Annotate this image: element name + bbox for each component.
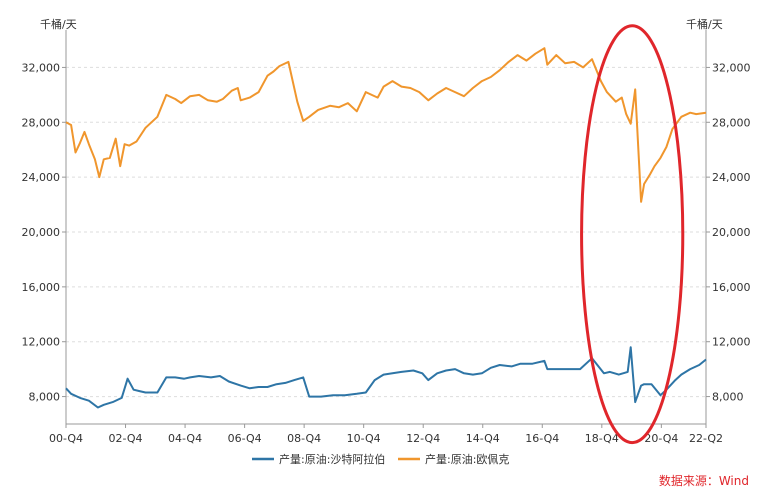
x-tick-label: 10-Q4 [347,432,381,445]
left-y-tick-label: 24,000 [22,171,61,184]
right-y-tick-label: 16,000 [712,281,751,294]
source-note: 数据来源：Wind [659,473,749,488]
legend-label: 产量:原油:沙特阿拉伯 [279,452,385,466]
x-tick-label: 12-Q4 [406,432,440,445]
x-tick-label: 14-Q4 [466,432,500,445]
x-tick-label: 08-Q4 [287,432,321,445]
left-y-tick-label: 32,000 [22,61,61,74]
gridlines [66,66,706,398]
left-y-ticks: 8,000 12,000 16,000 20,000 24,000 28,000 32,00… [22,61,66,404]
left-unit-label: 千桶/天 [40,17,77,31]
series-line-2 [65,47,707,203]
left-y-tick-label: 28,000 [22,116,61,129]
right-y-tick-label: 28,000 [712,116,751,129]
series-lines [65,47,707,409]
x-ticks: 00-Q4 02-Q4 04-Q4 06-Q4 08-Q4 10-Q4 12-Q4 14-Q4… [49,424,723,445]
legend: 产量:原油:沙特阿拉伯 产量:原油:欧佩克 [252,452,509,466]
series-line-1 [65,346,707,409]
right-y-tick-label: 32,000 [712,61,751,74]
x-tick-label: 06-Q4 [228,432,262,445]
x-tick-label: 16-Q4 [525,432,559,445]
x-tick-label: 00-Q4 [49,432,83,445]
x-tick-label: 20-Q4 [644,432,678,445]
x-tick-label: 18-Q4 [585,432,619,445]
right-y-tick-label: 8,000 [712,391,744,404]
legend-label: 产量:原油:欧佩克 [425,452,509,466]
highlight-ellipse [580,24,685,445]
right-y-ticks: 8,000 12,000 16,000 20,000 24,000 28,000 32,00… [706,61,751,404]
right-y-tick-label: 20,000 [712,226,751,239]
x-tick-label: 02-Q4 [109,432,143,445]
left-y-tick-label: 16,000 [22,281,61,294]
right-unit-label: 千桶/天 [686,17,723,31]
left-y-tick-label: 12,000 [22,336,61,349]
right-y-tick-label: 24,000 [712,171,751,184]
left-y-tick-label: 20,000 [22,226,61,239]
x-tick-label: 04-Q4 [168,432,202,445]
right-y-tick-label: 12,000 [712,336,751,349]
left-y-tick-label: 8,000 [29,391,61,404]
x-tick-label: 22-Q2 [689,432,723,445]
